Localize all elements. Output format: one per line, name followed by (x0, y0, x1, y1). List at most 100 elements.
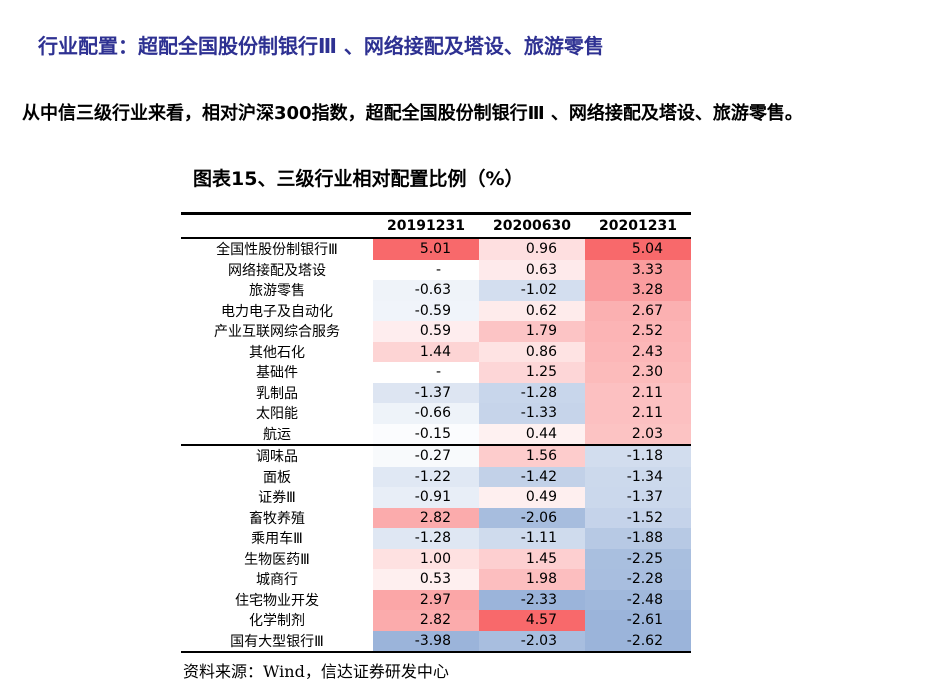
table-row: 基础件 - 1.25 2.30 (181, 362, 691, 383)
header-industry (181, 213, 373, 239)
value-cell: 2.03 (585, 423, 691, 445)
value-cell: -2.33 (479, 589, 585, 610)
value-cell: 0.63 (479, 259, 585, 280)
value-cell: 2.11 (585, 403, 691, 424)
lead-sentence: 从中信三级行业来看，相对沪深300指数，超配全国股份制银行Ⅲ 、网络接配及塔设、… (22, 103, 803, 124)
industry-name: 城商行 (256, 572, 298, 589)
value-cell: 5.01 (373, 238, 479, 260)
value-cell: 2.52 (585, 321, 691, 342)
value-cell: -1.02 (479, 280, 585, 301)
value-cell: -0.66 (373, 403, 479, 424)
industry-name: 电力电子及自动化 (221, 303, 333, 320)
industry-name: 化学制剂 (249, 613, 305, 630)
value-cell: -0.91 (373, 487, 479, 508)
industry-name: 太阳能 (256, 406, 298, 423)
value-cell: 0.59 (373, 321, 479, 342)
industry-name: 乘用车Ⅲ (251, 531, 303, 548)
value-cell: -1.88 (585, 528, 691, 549)
industry-name: 生物医药Ⅲ (244, 551, 310, 568)
table-row: 电力电子及自动化 -0.59 0.62 2.67 (181, 300, 691, 321)
table-row: 生物医药Ⅲ 1.00 1.45 -2.25 (181, 548, 691, 569)
industry-name: 网络接配及塔设 (228, 262, 326, 279)
value-cell: 2.82 (373, 610, 479, 631)
value-cell: 1.25 (479, 362, 585, 383)
value-cell: -2.25 (585, 548, 691, 569)
industry-name: 乳制品 (256, 385, 298, 402)
value-cell: -1.42 (479, 466, 585, 487)
table-row: 太阳能 -0.66 -1.33 2.11 (181, 403, 691, 424)
header-row: 20191231 20200630 20201231 (181, 213, 691, 239)
industry-name: 其他石化 (249, 344, 305, 361)
industry-name: 面板 (263, 469, 291, 486)
table-row: 调味品 -0.27 1.56 -1.18 (181, 444, 691, 467)
value-cell: -1.52 (585, 507, 691, 528)
industry-name: 旅游零售 (249, 283, 305, 300)
header-col: 20191231 (373, 213, 479, 239)
value-cell: 0.86 (479, 341, 585, 362)
value-cell: -1.37 (373, 382, 479, 403)
value-cell: -1.28 (479, 382, 585, 403)
value-cell: -0.63 (373, 280, 479, 301)
industry-name: 证券Ⅲ (258, 490, 296, 507)
value-cell: 1.00 (373, 548, 479, 569)
value-cell: 2.30 (585, 362, 691, 383)
value-cell: -1.33 (479, 403, 585, 424)
source-note: 资料来源：Wind，信达证券研发中心 (183, 662, 449, 681)
value-cell: -2.03 (479, 630, 585, 652)
industry-name: 产业互联网综合服务 (214, 324, 340, 341)
value-cell: -1.34 (585, 466, 691, 487)
table-row: 城商行 0.53 1.98 -2.28 (181, 569, 691, 590)
value-cell: 1.79 (479, 321, 585, 342)
value-cell: 1.98 (479, 569, 585, 590)
table-row: 航运 -0.15 0.44 2.03 (181, 423, 691, 445)
industry-name: 基础件 (256, 365, 298, 382)
value-cell: 4.57 (479, 610, 585, 631)
value-cell: -2.61 (585, 610, 691, 631)
value-cell: 0.44 (479, 423, 585, 445)
table-row: 面板 -1.22 -1.42 -1.34 (181, 466, 691, 487)
value-cell: -0.27 (373, 444, 479, 467)
value-cell: -2.62 (585, 630, 691, 652)
header-col: 20200630 (479, 213, 585, 239)
table-row: 其他石化 1.44 0.86 2.43 (181, 341, 691, 362)
value-cell: 1.45 (479, 548, 585, 569)
table-row: 国有大型银行Ⅲ -3.98 -2.03 -2.62 (181, 630, 691, 652)
table-row: 住宅物业开发 2.97 -2.33 -2.48 (181, 589, 691, 610)
table-row: 畜牧养殖 2.82 -2.06 -1.52 (181, 507, 691, 528)
value-cell: 3.33 (585, 259, 691, 280)
table-row: 网络接配及塔设 - 0.63 3.33 (181, 259, 691, 280)
industry-name: 调味品 (181, 444, 373, 467)
value-cell: -1.22 (373, 466, 479, 487)
value-cell: -0.59 (373, 300, 479, 321)
value-cell: 0.62 (479, 300, 585, 321)
value-cell: -1.28 (373, 528, 479, 549)
industry-name: 住宅物业开发 (235, 592, 319, 609)
chart-title: 图表15、三级行业相对配置比例（%） (193, 168, 524, 190)
value-cell: 2.11 (585, 382, 691, 403)
value-cell: 3.28 (585, 280, 691, 301)
section-title: 行业配置：超配全国股份制银行Ⅲ 、网络接配及塔设、旅游零售 (38, 34, 604, 58)
value-cell: -2.28 (585, 569, 691, 590)
table-row: 旅游零售 -0.63 -1.02 3.28 (181, 280, 691, 301)
value-cell: -1.37 (585, 487, 691, 508)
table-row: 证券Ⅲ -0.91 0.49 -1.37 (181, 487, 691, 508)
allocation-heatmap-table: 20191231 20200630 20201231 全国性股份制银行Ⅲ 5.01… (181, 212, 691, 653)
value-cell: -1.18 (585, 444, 691, 467)
value-cell: 2.82 (373, 507, 479, 528)
value-cell: -3.98 (373, 630, 479, 652)
table-row: 产业互联网综合服务 0.59 1.79 2.52 (181, 321, 691, 342)
value-cell: 0.53 (373, 569, 479, 590)
value-cell: - (435, 261, 441, 278)
header-col: 20201231 (585, 213, 691, 239)
value-cell: 5.04 (585, 238, 691, 260)
table-row: 化学制剂 2.82 4.57 -2.61 (181, 610, 691, 631)
table-row: 乳制品 -1.37 -1.28 2.11 (181, 382, 691, 403)
industry-name: 畜牧养殖 (249, 510, 305, 527)
value-cell: 2.67 (585, 300, 691, 321)
table-row: 乘用车Ⅲ -1.28 -1.11 -1.88 (181, 528, 691, 549)
value-cell: -2.48 (585, 589, 691, 610)
industry-name: 航运 (263, 426, 291, 443)
value-cell: -2.06 (479, 507, 585, 528)
value-cell: 0.49 (479, 487, 585, 508)
value-cell: 1.56 (479, 444, 585, 467)
